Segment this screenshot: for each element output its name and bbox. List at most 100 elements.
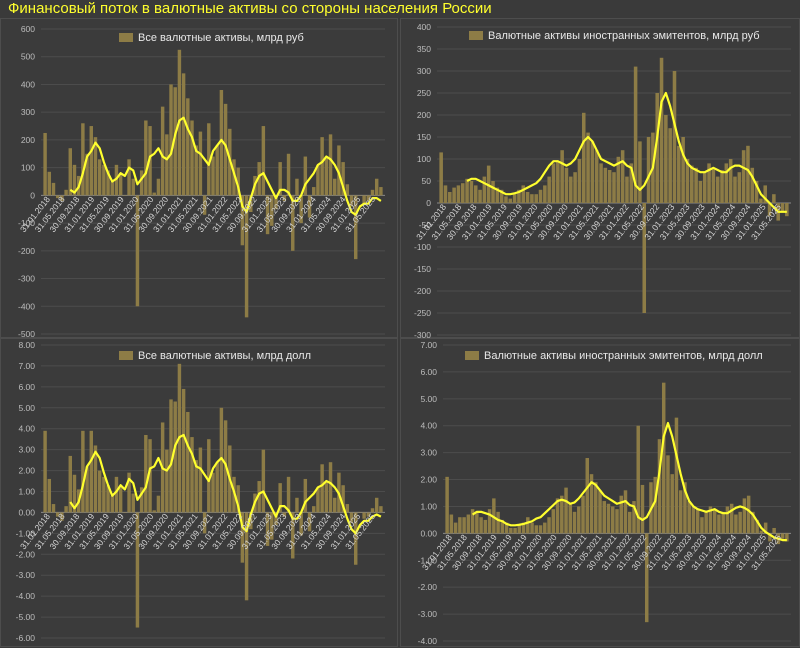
bar — [473, 185, 478, 203]
y-tick-label: -300 — [18, 274, 35, 284]
bar — [278, 162, 282, 196]
bar — [751, 511, 755, 534]
bar — [560, 150, 564, 203]
bar — [299, 512, 303, 536]
bar — [81, 430, 85, 513]
bar — [257, 481, 261, 513]
bar — [215, 462, 219, 513]
bar — [569, 176, 573, 203]
legend-swatch — [119, 33, 133, 42]
bar — [215, 145, 219, 196]
bar — [291, 512, 295, 559]
bar — [525, 192, 530, 203]
bar — [64, 189, 68, 196]
bar — [286, 476, 291, 513]
bar — [664, 115, 668, 203]
bar — [453, 522, 458, 534]
bar — [465, 178, 469, 203]
bar — [677, 145, 681, 203]
bar — [678, 490, 683, 534]
y-tick-label: 7.00 — [420, 340, 437, 350]
bar — [633, 66, 638, 203]
bar — [666, 455, 670, 534]
bar — [475, 511, 479, 534]
y-tick-label: 3.00 — [18, 445, 35, 455]
bar — [370, 508, 375, 513]
bar — [131, 178, 135, 196]
bar — [51, 504, 56, 513]
chart-svg: 7.00 6.00 5.00 4.00 3.00 2.00 1.00 0.00 -1.00 -2.… — [418, 340, 791, 646]
y-tick-label: 8.00 — [18, 340, 35, 350]
bar — [202, 512, 207, 534]
bar — [755, 519, 759, 534]
bar — [312, 506, 316, 513]
bar — [694, 167, 698, 203]
y-tick-label: -2.00 — [16, 549, 36, 559]
bar — [780, 203, 785, 212]
bar — [538, 525, 543, 534]
bar — [482, 176, 487, 203]
bar — [312, 187, 316, 196]
bar — [620, 150, 625, 203]
bar — [500, 519, 505, 534]
bar — [236, 167, 240, 196]
bar — [324, 481, 329, 513]
bar — [307, 195, 312, 218]
bar — [547, 176, 551, 203]
legend-swatch — [119, 351, 133, 360]
bar — [106, 485, 110, 513]
legend-label: Валютные активы иностранных эмитентов, м… — [488, 30, 760, 42]
bar — [772, 527, 776, 534]
bar — [299, 195, 303, 224]
bar — [270, 512, 274, 540]
bar — [737, 172, 742, 203]
bar — [763, 522, 768, 534]
bar — [653, 476, 657, 534]
y-tick-label: -2.00 — [418, 582, 438, 592]
bar — [452, 187, 456, 203]
bar — [594, 482, 598, 534]
bar — [674, 417, 679, 534]
bar — [286, 153, 291, 196]
bar — [274, 512, 278, 525]
bar — [118, 173, 123, 196]
y-tick-label: 100 — [21, 163, 35, 173]
bar — [244, 195, 249, 318]
bar — [366, 512, 371, 517]
chart-svg: 8.00 7.00 6.00 5.00 4.00 3.00 2.00 1.00 0.00 -1.0… — [16, 340, 385, 643]
bar — [632, 501, 636, 534]
bar — [135, 195, 140, 307]
bar — [55, 512, 60, 517]
bar — [469, 181, 474, 203]
y-tick-label: 1.00 — [420, 501, 437, 511]
legend: Валютные активы иностранных эмитентов, м… — [465, 350, 763, 362]
bar — [47, 171, 52, 196]
bar — [295, 178, 299, 196]
bar — [715, 176, 720, 203]
bar — [64, 506, 68, 513]
bar — [89, 126, 93, 196]
bar — [530, 522, 534, 534]
bar — [379, 506, 383, 513]
y-tick-label: 400 — [417, 22, 431, 32]
bar — [742, 498, 747, 534]
bar — [445, 476, 449, 534]
bar — [244, 512, 249, 601]
bar — [642, 203, 647, 313]
bar — [379, 187, 383, 196]
bar — [190, 437, 194, 513]
y-tick-label: 150 — [417, 132, 431, 142]
y-tick-label: -4.00 — [16, 591, 36, 601]
bar — [219, 407, 224, 513]
y-tick-label: -250 — [414, 308, 431, 318]
bar — [594, 150, 599, 203]
bar — [202, 195, 207, 215]
legend: Все валютные активы, млрд руб — [119, 32, 304, 44]
bar — [487, 509, 492, 534]
y-tick-label: 0 — [426, 198, 431, 208]
bar — [240, 512, 245, 563]
bar — [526, 517, 530, 534]
bar — [681, 137, 685, 203]
chart-panel-rub-all: 600 500 400 300 200 100 0 -100 -200 -300 -400 -500 3… — [0, 18, 398, 339]
bar — [72, 164, 77, 196]
